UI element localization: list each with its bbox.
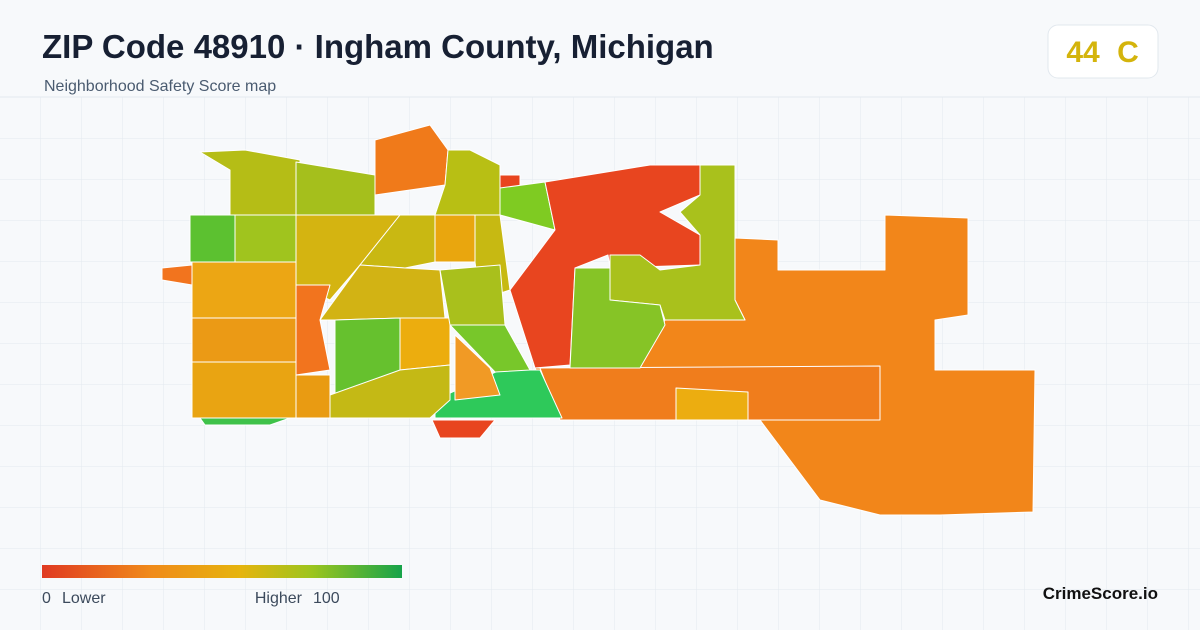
neighborhood [454,334,501,401]
neighborhood [431,419,496,439]
legend-gradient [42,565,402,578]
neighborhood [675,387,749,421]
neighborhood [191,317,297,363]
subtitle: Neighborhood Safety Score map [44,78,276,95]
title: ZIP Code 48910 · Ingham County, Michigan [42,28,714,65]
legend-max: 100 [313,590,340,607]
neighborhood [295,374,331,419]
neighborhood [449,324,531,373]
score-badge [1047,24,1159,79]
neighborhood [191,261,297,319]
neighborhood [434,214,476,263]
legend-min-label: Lower [62,590,106,607]
neighborhood [189,214,236,263]
neighborhood [161,264,193,286]
neighborhood [199,417,291,426]
brand: CrimeScore.io [1043,584,1158,603]
neighborhood [439,264,506,326]
neighborhood [399,317,451,371]
neighborhood [609,164,746,321]
score-value: 44 [1066,36,1100,69]
neighborhood [359,214,436,269]
legend-min: 0 [42,590,51,607]
map [161,124,1036,516]
neighborhood [191,361,297,419]
neighborhood [234,214,297,263]
neighborhood [569,267,666,369]
legend-max-label: Higher [255,590,303,607]
score-grade: C [1117,36,1139,69]
